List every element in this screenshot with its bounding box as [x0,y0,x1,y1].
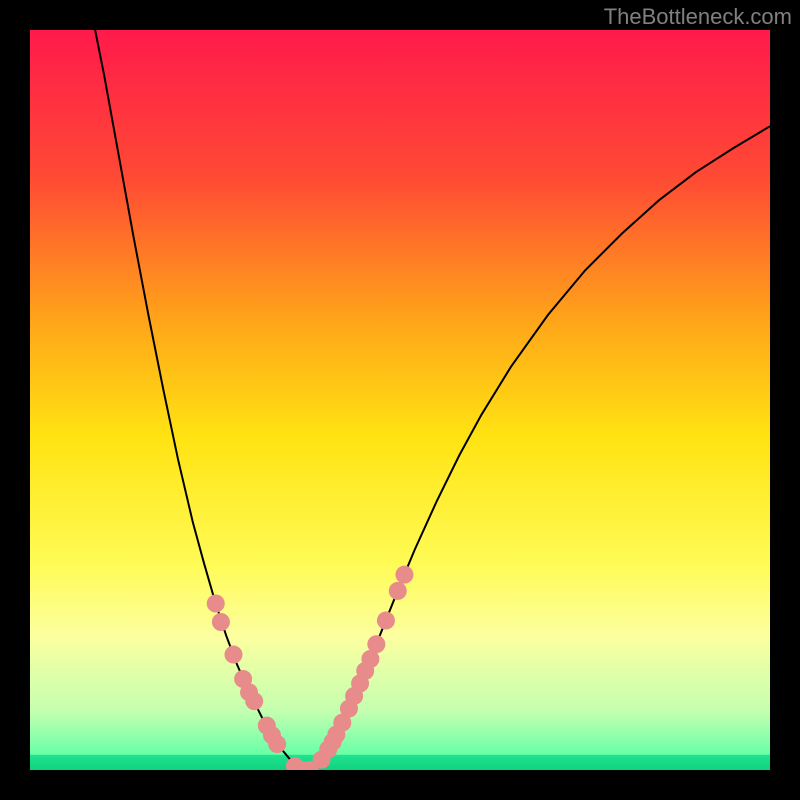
data-marker [245,692,263,710]
data-marker [268,735,286,753]
chart-container: TheBottleneck.com [0,0,800,800]
data-marker [225,646,243,664]
data-marker [367,635,385,653]
data-marker [207,595,225,613]
data-marker [212,613,230,631]
data-marker [389,582,407,600]
gradient-background [30,30,770,770]
plot-area [30,30,770,770]
chart-svg [30,30,770,770]
watermark-text: TheBottleneck.com [604,4,792,30]
data-marker [395,566,413,584]
data-marker [377,612,395,630]
